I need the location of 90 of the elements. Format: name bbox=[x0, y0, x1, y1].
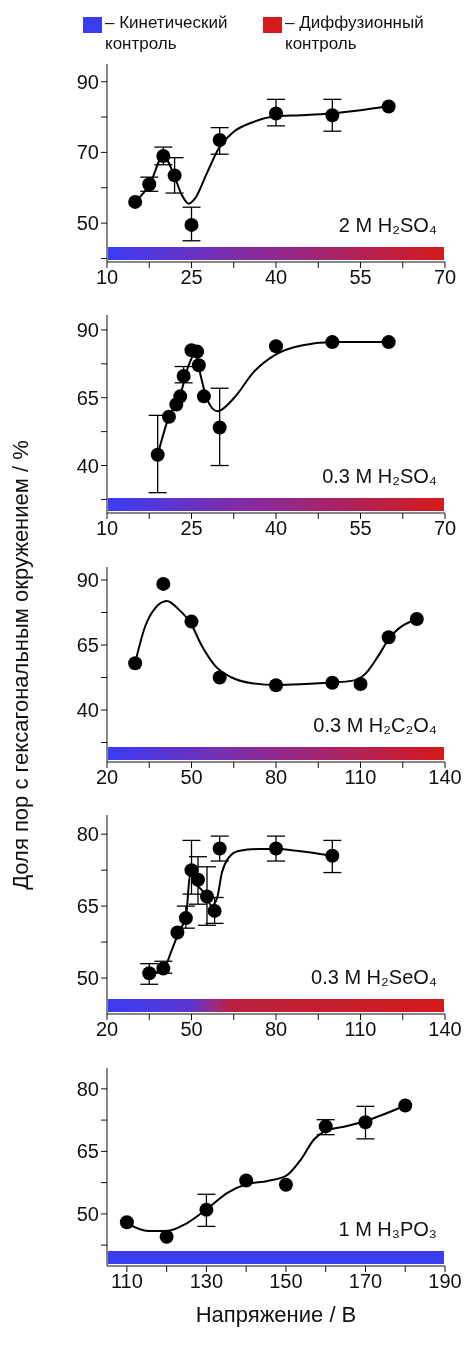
point bbox=[199, 1202, 214, 1217]
x-tick-label: 110 bbox=[110, 1270, 143, 1293]
y-tick-label: 90 bbox=[76, 70, 99, 93]
point bbox=[128, 656, 143, 671]
point bbox=[156, 576, 171, 591]
x-tick-label: 140 bbox=[428, 766, 462, 789]
point bbox=[381, 335, 396, 350]
point bbox=[325, 335, 340, 350]
y-tick-label: 50 bbox=[76, 212, 99, 235]
point bbox=[353, 677, 368, 691]
point bbox=[325, 848, 340, 863]
x-tick-label: 110 bbox=[344, 1018, 377, 1041]
point bbox=[184, 614, 199, 629]
point bbox=[190, 872, 205, 887]
x-tick-label: 10 bbox=[95, 517, 119, 540]
point bbox=[212, 841, 227, 856]
text: – Кинетический контроль bbox=[105, 12, 229, 54]
x-tick-label: 80 bbox=[264, 766, 288, 789]
x-tick-label: 25 bbox=[180, 517, 203, 540]
x-tick-label: 110 bbox=[344, 766, 377, 789]
y-tick-label: 90 bbox=[76, 319, 99, 342]
y-tick-label: 40 bbox=[76, 699, 99, 722]
y-tick-label: 65 bbox=[76, 634, 99, 657]
x-axis-title: Напряжение / В bbox=[194, 1302, 358, 1328]
y-axis-title: Доля пор с гексагональным окружением / % bbox=[8, 439, 34, 892]
y-tick-label: 65 bbox=[76, 386, 99, 409]
y-tick-label: 80 bbox=[76, 1077, 99, 1100]
x-tick-label: 50 bbox=[180, 766, 203, 789]
annotation: 1 M H₃PO₃ bbox=[338, 1218, 437, 1241]
x-tick-label: 190 bbox=[428, 1270, 462, 1293]
annotation: 0.3 M H₂SeO₄ bbox=[311, 966, 437, 989]
point bbox=[176, 369, 191, 384]
point bbox=[358, 1115, 373, 1130]
x-tick-label: 70 bbox=[433, 517, 457, 540]
y-tick-label: 50 bbox=[76, 967, 99, 990]
point bbox=[150, 447, 165, 462]
point bbox=[191, 358, 206, 373]
annotation: 2 M H₂SO₄ bbox=[338, 214, 437, 237]
point bbox=[196, 389, 211, 404]
y-tick-label: 90 bbox=[76, 569, 99, 592]
x-tick-label: 55 bbox=[349, 266, 372, 289]
point bbox=[184, 217, 199, 232]
y-tick-label: 70 bbox=[76, 141, 99, 164]
point bbox=[239, 1173, 254, 1188]
point bbox=[212, 133, 227, 148]
x-tick-label: 25 bbox=[180, 266, 203, 289]
x-tick-label: 10 bbox=[95, 266, 119, 289]
annotation: 0.3 M H₂C₂O₄ bbox=[313, 714, 437, 737]
point bbox=[207, 903, 222, 918]
point bbox=[212, 420, 227, 435]
x-tick-label: 50 bbox=[180, 1018, 203, 1041]
x-tick-label: 80 bbox=[264, 1018, 288, 1041]
point bbox=[173, 389, 188, 404]
x-tick-label: 130 bbox=[189, 1270, 224, 1293]
point bbox=[381, 630, 396, 645]
point bbox=[269, 841, 283, 856]
x-tick-label: 40 bbox=[264, 517, 288, 540]
x-tick-label: 40 bbox=[264, 266, 288, 289]
point bbox=[325, 108, 340, 123]
point bbox=[167, 168, 182, 183]
point bbox=[159, 1229, 174, 1244]
x-tick-label: 70 bbox=[433, 266, 457, 289]
y-tick-label: 80 bbox=[76, 823, 99, 846]
point bbox=[119, 1215, 134, 1230]
point bbox=[398, 1098, 413, 1113]
y-tick-label: 40 bbox=[76, 454, 99, 477]
point bbox=[325, 675, 340, 690]
y-tick-label: 65 bbox=[76, 1140, 99, 1163]
x-tick-label: 20 bbox=[95, 1018, 119, 1041]
x-tick-label: 20 bbox=[95, 766, 119, 789]
point bbox=[170, 925, 185, 940]
text: – Диффузионный контроль bbox=[285, 12, 425, 54]
point bbox=[269, 678, 283, 693]
point bbox=[128, 194, 143, 209]
point bbox=[178, 911, 193, 926]
point bbox=[269, 106, 283, 121]
y-tick-label: 50 bbox=[76, 1202, 99, 1225]
point bbox=[409, 612, 424, 626]
point bbox=[381, 99, 396, 114]
point bbox=[199, 889, 214, 904]
y-tick-label: 65 bbox=[76, 895, 99, 918]
x-tick-label: 140 bbox=[428, 1018, 462, 1041]
x-tick-label: 170 bbox=[348, 1270, 383, 1293]
point bbox=[212, 670, 227, 685]
x-tick-label: 150 bbox=[269, 1270, 303, 1293]
x-tick-label: 55 bbox=[349, 517, 372, 540]
annotation: 0.3 M H₂SO₄ bbox=[322, 465, 437, 488]
point bbox=[269, 339, 283, 354]
point bbox=[278, 1177, 293, 1192]
point bbox=[161, 409, 176, 424]
